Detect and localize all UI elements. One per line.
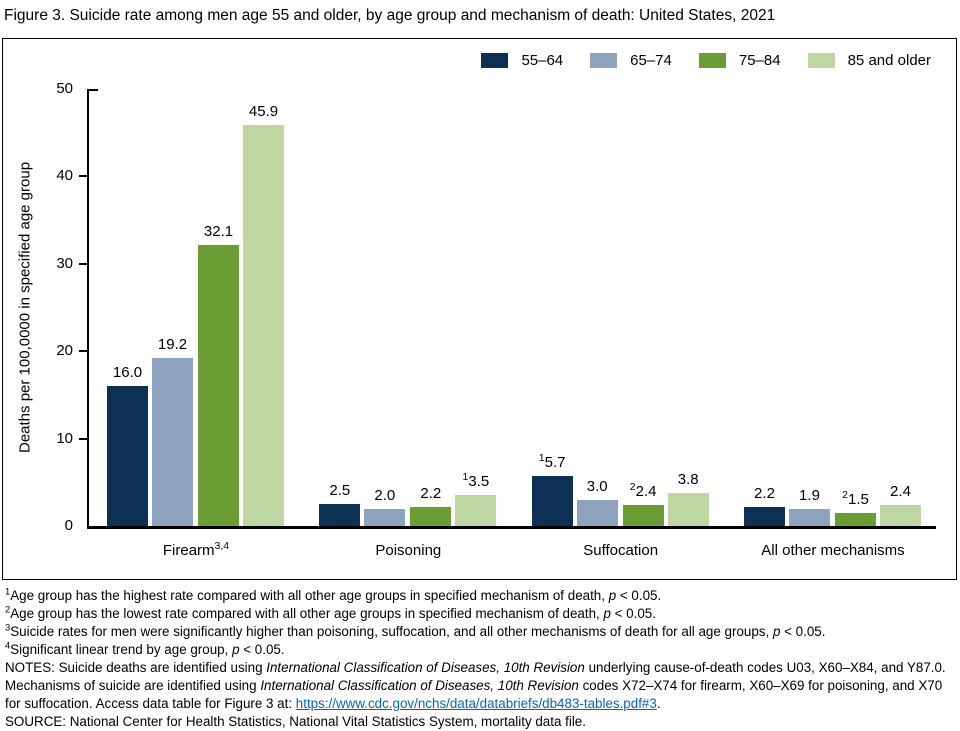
bar bbox=[243, 125, 284, 526]
y-tick bbox=[79, 175, 87, 178]
bar-value-label: 3.0 bbox=[586, 478, 608, 495]
legend-label: 65–74 bbox=[630, 52, 672, 69]
y-axis-label: Deaths per 100,0000 in specified age gro… bbox=[16, 161, 34, 454]
category-label: Firearm3,4 bbox=[162, 540, 230, 559]
bar-group: 16.0 19.2 32.1 45.9 Firearm3,4 bbox=[107, 89, 285, 559]
footnote-line: 2Age group has the lowest rate compared … bbox=[5, 604, 656, 621]
bar bbox=[879, 505, 921, 526]
bar bbox=[107, 386, 148, 526]
bar bbox=[364, 509, 406, 526]
bar bbox=[667, 493, 709, 526]
bar-value-label: 45.9 bbox=[248, 103, 279, 120]
figure-title: Figure 3. Suicide rate among men age 55 … bbox=[4, 7, 776, 24]
footnote-line: 1Age group has the highest rate compared… bbox=[5, 586, 662, 603]
bar bbox=[834, 513, 876, 526]
bar-value-label: 16.0 bbox=[112, 364, 143, 381]
category-label: All other mechanisms bbox=[761, 542, 905, 559]
bar bbox=[410, 507, 452, 526]
bar-value-label: 2.2 bbox=[754, 485, 775, 502]
legend-swatch bbox=[481, 53, 509, 68]
chart-panel: 55–64 65–74 75–84 85 and older Deaths per 1… bbox=[2, 38, 957, 580]
footnotes: 1Age group has the highest rate compared… bbox=[5, 587, 955, 731]
bar bbox=[788, 509, 830, 526]
legend-swatch bbox=[590, 53, 618, 68]
data-table-link[interactable]: https://www.cdc.gov/nchs/data/databriefs… bbox=[295, 696, 657, 711]
plot-area: 0 10 20 30 40 50 16.0 19.2 32.1 45.9 Firearm3,4 2.5… bbox=[56, 80, 936, 559]
legend-item: 75–84 bbox=[698, 52, 781, 69]
bar bbox=[152, 358, 193, 526]
bar bbox=[455, 495, 497, 526]
category-label: Suffocation bbox=[583, 542, 659, 559]
legend-item: 85 and older bbox=[807, 52, 931, 69]
bar-value-label: 2.2 bbox=[420, 485, 442, 502]
y-tick-label: 50 bbox=[56, 80, 73, 97]
legend-item: 55–64 bbox=[481, 52, 563, 69]
bar-value-label: 15.7 bbox=[538, 452, 566, 471]
bar bbox=[531, 476, 573, 526]
bar bbox=[622, 505, 664, 526]
bar-value-label: 32.1 bbox=[203, 223, 234, 240]
category-label: Poisoning bbox=[375, 542, 442, 559]
bar bbox=[576, 500, 618, 526]
legend: 55–64 65–74 75–84 85 and older bbox=[481, 52, 931, 69]
footnote-line: 4Significant linear trend by age group, … bbox=[5, 640, 285, 657]
footnote-line: SOURCE: National Center for Health Stati… bbox=[5, 714, 586, 729]
legend-label: 75–84 bbox=[738, 52, 781, 69]
bar bbox=[743, 507, 785, 526]
y-tick-label: 20 bbox=[56, 342, 73, 360]
bar-value-label: 1.9 bbox=[799, 487, 820, 504]
bar-value-label: 3.8 bbox=[677, 471, 699, 488]
bar-value-label: 2.0 bbox=[374, 487, 396, 504]
bar-value-label: 21.5 bbox=[842, 489, 869, 508]
y-tick-label: 30 bbox=[56, 254, 73, 272]
y-tick-label: 10 bbox=[56, 429, 73, 447]
bar-value-label: 13.5 bbox=[462, 471, 490, 490]
y-tick-label: 0 bbox=[64, 517, 73, 534]
y-tick bbox=[79, 262, 87, 265]
bar-group: 2.5 2.0 2.2 13.5 Poisoning bbox=[319, 89, 497, 559]
bar-value-label: 2.5 bbox=[329, 482, 351, 499]
legend-swatch bbox=[807, 53, 835, 68]
bar-group: 15.7 3.0 22.4 3.8 Suffocation bbox=[531, 89, 710, 559]
y-tick bbox=[79, 350, 87, 353]
bar bbox=[198, 245, 239, 526]
footnote-line: 3Suicide rates for men were significantl… bbox=[5, 622, 826, 639]
legend-item: 65–74 bbox=[590, 52, 672, 69]
legend-swatch bbox=[698, 53, 726, 68]
bar-group: 2.2 1.9 21.5 2.4 All other mechanisms bbox=[743, 89, 922, 559]
legend-label: 85 and older bbox=[847, 52, 931, 69]
bar-value-label: 2.4 bbox=[890, 483, 911, 500]
bar-value-label: 22.4 bbox=[629, 481, 657, 500]
bar bbox=[319, 504, 361, 526]
legend-label: 55–64 bbox=[521, 52, 564, 69]
y-tick bbox=[79, 437, 87, 440]
footnote-line: NOTES: Suicide deaths are identified usi… bbox=[5, 660, 946, 711]
bar-value-label: 19.2 bbox=[157, 336, 188, 353]
y-tick-label: 40 bbox=[56, 167, 73, 185]
y-axis-top-cap bbox=[89, 89, 98, 91]
